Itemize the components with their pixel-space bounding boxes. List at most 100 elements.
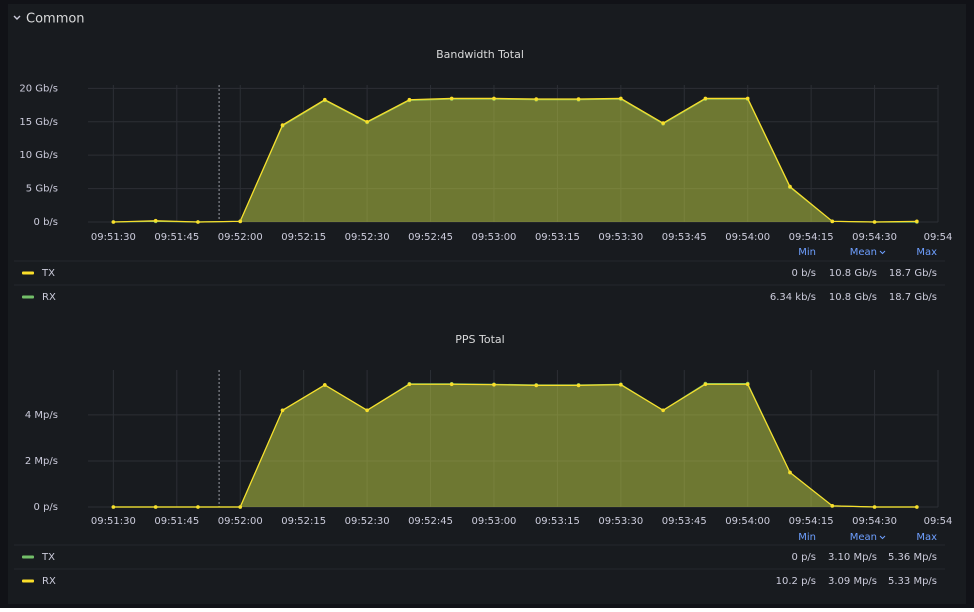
- legend-stat: 10.2 p/s: [776, 576, 816, 587]
- chart-title: PPS Total: [455, 333, 504, 346]
- x-tick-label: 09:53:00: [472, 516, 517, 527]
- data-point: [661, 121, 665, 125]
- x-tick-label: 09:54:15: [789, 516, 834, 527]
- section-title[interactable]: Common: [26, 12, 85, 27]
- data-point: [788, 184, 792, 189]
- series-area: [113, 98, 917, 222]
- legend-stat: 6.34 kb/s: [770, 292, 816, 303]
- data-point: [238, 219, 243, 224]
- legend-column-header: Max: [916, 247, 937, 258]
- legend-label: TX: [41, 552, 55, 563]
- x-tick-label: 09:52:15: [281, 232, 326, 243]
- x-tick-label: 09:52:00: [218, 232, 263, 243]
- data-point: [915, 505, 919, 509]
- x-tick-label: 09:54:30: [852, 516, 897, 527]
- data-point: [238, 505, 243, 509]
- data-point: [407, 382, 412, 387]
- legend-stat: 3.09 Mp/s: [828, 576, 877, 587]
- x-tick-label: 09:53:15: [535, 232, 580, 243]
- y-tick-label: 4 Mp/s: [25, 410, 58, 421]
- x-tick-label: 09:51:45: [154, 516, 199, 527]
- x-tick-label: 09:51:45: [154, 232, 199, 243]
- legend-swatch: [22, 579, 34, 583]
- data-point: [492, 382, 496, 387]
- data-point: [365, 408, 369, 413]
- x-tick-label: 09:54: [924, 516, 953, 527]
- data-point: [534, 383, 539, 388]
- data-point: [449, 96, 454, 101]
- x-tick-label: 09:52:30: [345, 516, 390, 527]
- data-point: [619, 382, 623, 387]
- x-tick-label: 09:52:15: [281, 516, 326, 527]
- data-point: [323, 383, 327, 387]
- data-point: [323, 97, 327, 102]
- x-tick-label: 09:53:15: [535, 516, 580, 527]
- y-tick-label: 20 Gb/s: [19, 83, 58, 94]
- data-point: [872, 505, 877, 509]
- x-tick-label: 09:53:45: [662, 232, 707, 243]
- legend-stat: 10.8 Gb/s: [829, 268, 877, 279]
- x-tick-label: 09:53:30: [598, 516, 643, 527]
- series-area: [113, 384, 917, 507]
- data-point: [407, 97, 412, 102]
- x-tick-label: 09:51:30: [91, 516, 136, 527]
- y-tick-label: 0 b/s: [34, 217, 58, 228]
- x-tick-label: 09:54: [924, 232, 953, 243]
- legend-column-header: Mean: [850, 247, 877, 258]
- data-point: [915, 219, 919, 224]
- chart-title: Bandwidth Total: [436, 48, 524, 61]
- x-tick-label: 09:54:15: [789, 232, 834, 243]
- x-tick-label: 09:52:45: [408, 516, 453, 527]
- data-point: [153, 218, 158, 223]
- legend-label: TX: [41, 268, 55, 279]
- data-point: [830, 219, 835, 224]
- data-point: [280, 123, 285, 127]
- data-point: [830, 504, 835, 508]
- data-point: [576, 97, 581, 101]
- series-area: [113, 383, 917, 507]
- data-point: [280, 408, 285, 413]
- legend-swatch: [22, 555, 34, 559]
- series-line: [113, 97, 917, 223]
- x-tick-label: 09:52:30: [345, 232, 390, 243]
- data-point: [449, 382, 454, 387]
- x-tick-label: 09:54:30: [852, 232, 897, 243]
- data-point: [703, 382, 708, 387]
- data-point: [576, 383, 581, 388]
- y-tick-label: 2 Mp/s: [25, 456, 58, 467]
- legend-stat: 0 p/s: [792, 552, 816, 563]
- legend-column-header: Min: [798, 247, 816, 258]
- data-point: [492, 96, 496, 101]
- x-tick-label: 09:52:45: [408, 232, 453, 243]
- x-tick-label: 09:53:00: [472, 232, 517, 243]
- collapse-icon[interactable]: [13, 15, 21, 20]
- sort-icon: [879, 250, 886, 255]
- x-tick-label: 09:51:30: [91, 232, 136, 243]
- y-tick-label: 15 Gb/s: [19, 117, 58, 128]
- legend-stat: 5.36 Mp/s: [888, 552, 937, 563]
- legend-stat: 3.10 Mp/s: [828, 552, 877, 563]
- series-area: [113, 99, 917, 222]
- data-point: [196, 505, 200, 509]
- y-tick-label: 0 p/s: [34, 502, 58, 513]
- legend-swatch: [22, 295, 34, 299]
- data-point: [703, 96, 708, 101]
- legend-stat: 18.7 Gb/s: [889, 268, 937, 279]
- data-point: [365, 119, 369, 124]
- data-point: [153, 505, 158, 509]
- series-line: [113, 383, 917, 508]
- data-point: [872, 220, 877, 224]
- legend-swatch: [22, 271, 34, 275]
- legend-column-header: Max: [916, 532, 937, 543]
- data-point: [111, 505, 116, 509]
- data-point: [619, 96, 623, 101]
- sort-icon: [879, 535, 886, 540]
- data-point: [788, 470, 792, 475]
- data-point: [745, 96, 750, 101]
- y-tick-label: 10 Gb/s: [19, 150, 58, 161]
- x-tick-label: 09:54:00: [725, 232, 770, 243]
- row-panel: [8, 4, 966, 604]
- legend-stat: 5.33 Mp/s: [888, 576, 937, 587]
- x-tick-label: 09:53:45: [662, 516, 707, 527]
